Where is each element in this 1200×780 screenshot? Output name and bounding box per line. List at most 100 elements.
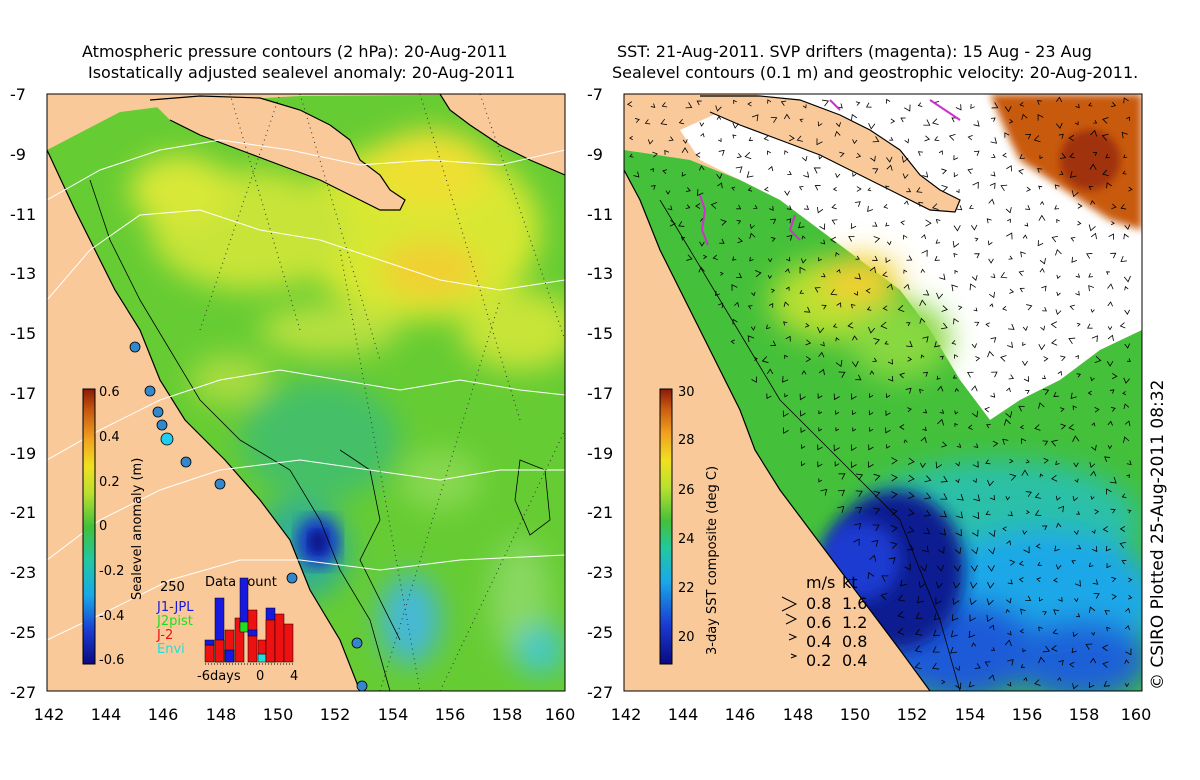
velocity-vector — [956, 493, 964, 501]
velocity-vector — [817, 461, 823, 468]
velocity-vector — [832, 186, 837, 192]
y-tick: -17 — [10, 384, 36, 403]
velocity-vector — [886, 444, 891, 449]
velocity-vector — [662, 169, 668, 174]
histogram-bars — [204, 577, 294, 663]
velocity-vector — [889, 136, 894, 141]
hist-x-label: 0 — [256, 669, 264, 684]
velocity-vector — [885, 185, 890, 190]
velocity-vector — [1059, 152, 1067, 159]
velocity-vector — [784, 393, 789, 398]
velocity-vector — [1034, 424, 1041, 431]
velocity-vector — [1025, 389, 1030, 395]
velocity-vector — [799, 289, 804, 294]
velocity-vector — [972, 461, 979, 468]
velocity-vector — [751, 114, 759, 122]
velocity-vector — [891, 474, 898, 482]
velocity-vector — [1088, 285, 1094, 292]
velocity-vector — [939, 409, 945, 414]
velocity-vector — [732, 318, 738, 325]
velocity-vector — [918, 201, 924, 207]
x-tick: 142 — [34, 705, 65, 724]
y-tick: -17 — [587, 384, 613, 403]
velocity-vector — [1019, 287, 1025, 293]
velocity-vector — [780, 100, 787, 106]
bar — [239, 621, 249, 633]
velocity-vector — [955, 104, 962, 111]
velocity-vector — [1041, 285, 1047, 292]
velocity-vector — [767, 99, 772, 104]
left-y-axis: -7 -9 -11 -13 -15 -17 -19 -21 -23 -25 -2… — [10, 85, 36, 702]
velocity-vector — [763, 135, 769, 141]
velocity-vector — [989, 182, 996, 189]
velocity-vector — [1123, 403, 1130, 410]
velocity-vector — [1021, 469, 1029, 476]
velocity-vector — [1060, 423, 1067, 430]
velocity-vector — [989, 624, 995, 631]
velocity-vector — [939, 510, 947, 518]
velocity-vector — [747, 187, 753, 192]
velocity-vector — [1128, 577, 1133, 583]
velocity-vector — [956, 443, 962, 448]
velocity-vector — [1055, 564, 1062, 570]
velocity-vector — [1071, 647, 1077, 654]
velocity-vector — [744, 152, 752, 160]
velocity-vector — [650, 103, 656, 108]
velocity-vector — [1123, 377, 1130, 384]
velocity-vector — [798, 222, 805, 229]
velocity-vector — [873, 236, 881, 243]
left-colorbar-ticks: 0.6 0.4 0.2 0 -0.2 -0.4 -0.6 — [99, 385, 124, 668]
velocity-vector — [1021, 438, 1027, 444]
velocity-vector — [1036, 100, 1043, 105]
velocity-vector — [699, 122, 705, 127]
velocity-vector — [938, 150, 943, 155]
velocity-vector — [968, 630, 976, 638]
velocity-vector — [1107, 283, 1114, 290]
velocity-vector — [1002, 152, 1007, 158]
velocity-vector — [1124, 286, 1129, 291]
velocity-vector — [975, 356, 981, 362]
velocity-vector — [839, 151, 845, 158]
velocity-vector — [885, 98, 891, 104]
velocity-vector — [987, 240, 993, 246]
velocity-vector — [698, 165, 705, 171]
velocity-vector — [1058, 133, 1064, 139]
velocity-vector — [733, 99, 737, 104]
velocity-vector — [731, 284, 738, 291]
velocity-vector — [897, 611, 905, 619]
velocity-vector — [1108, 233, 1114, 240]
velocity-vector — [897, 594, 905, 602]
x-tick: 158 — [1069, 705, 1100, 724]
velocity-vector — [940, 493, 948, 500]
velocity-vector — [935, 581, 943, 589]
velocity-vector — [990, 273, 996, 279]
velocity-vector — [715, 290, 720, 297]
legend-ms: 0.4 — [806, 632, 831, 651]
velocity-vector — [1121, 559, 1127, 565]
velocity-vector — [801, 444, 806, 450]
velocity-vector — [868, 326, 876, 334]
velocity-vector — [935, 239, 941, 244]
velocity-vector — [804, 306, 811, 313]
velocity-vector — [770, 116, 778, 123]
velocity-vector — [718, 302, 724, 309]
velocity-vector — [1090, 129, 1098, 137]
velocity-vector — [767, 274, 772, 279]
velocity-vector — [1051, 645, 1058, 652]
velocity-vector — [1058, 505, 1065, 513]
velocity-vector — [634, 118, 640, 123]
velocity-vector — [973, 494, 981, 502]
velocity-vector — [1124, 224, 1131, 230]
velocity-vector — [650, 185, 656, 190]
bar — [247, 629, 258, 637]
velocity-vector — [906, 187, 912, 193]
velocity-vector — [952, 597, 960, 606]
velocity-vector — [1058, 597, 1063, 602]
velocity-vector — [923, 119, 931, 126]
velocity-vector — [869, 393, 874, 399]
velocity-vector — [1123, 275, 1131, 283]
velocity-vector — [685, 102, 693, 109]
velocity-vector — [786, 218, 792, 224]
velocity-vector — [880, 592, 888, 600]
velocity-vector — [703, 254, 708, 260]
